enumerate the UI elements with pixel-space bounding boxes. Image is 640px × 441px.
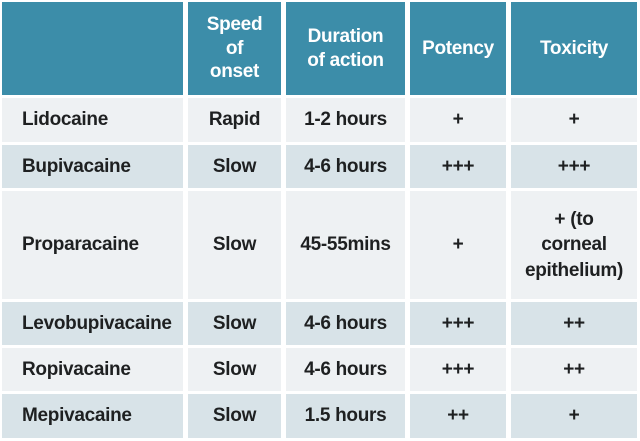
toxicity-cell: ++ [511,302,637,345]
drug-name-cell: Levobupivacaine [2,302,183,345]
potency-cell: ++ [410,394,506,438]
drug-name-cell: Mepivacaine [2,394,183,438]
drug-name-cell: Lidocaine [2,98,183,142]
potency-cell: + [410,191,506,299]
potency-cell: + [410,98,506,142]
toxicity-cell: +++ [511,145,637,188]
drug-name-cell: Proparacaine [2,191,183,299]
header-speed-of-onset: Speed of onset [188,2,281,95]
header-duration-label: Duration of action [307,25,384,71]
speed-cell: Slow [188,191,281,299]
header-potency: Potency [410,2,506,95]
toxicity-cell: + [511,98,637,142]
toxicity-cell: ++ [511,348,637,391]
duration-cell: 4-6 hours [286,145,405,188]
toxicity-cell: + (to corneal epithelium) [511,191,637,299]
potency-cell: +++ [410,302,506,345]
duration-cell: 1-2 hours [286,98,405,142]
drug-name-cell: Ropivacaine [2,348,183,391]
drug-name-cell: Bupivacaine [2,145,183,188]
toxicity-cell: + [511,394,637,438]
duration-cell: 45-55mins [286,191,405,299]
toxicity-note: + (to corneal epithelium) [524,208,624,281]
header-duration-of-action: Duration of action [286,2,405,95]
potency-cell: +++ [410,145,506,188]
header-toxicity: Toxicity [511,2,637,95]
duration-cell: 4-6 hours [286,348,405,391]
speed-cell: Slow [188,348,281,391]
speed-cell: Slow [188,394,281,438]
potency-cell: +++ [410,348,506,391]
duration-cell: 4-6 hours [286,302,405,345]
header-empty-cell [2,2,183,95]
speed-cell: Slow [188,145,281,188]
speed-cell: Rapid [188,98,281,142]
duration-cell: 1.5 hours [286,394,405,438]
header-speed-label: Speed of onset [206,13,263,83]
speed-cell: Slow [188,302,281,345]
